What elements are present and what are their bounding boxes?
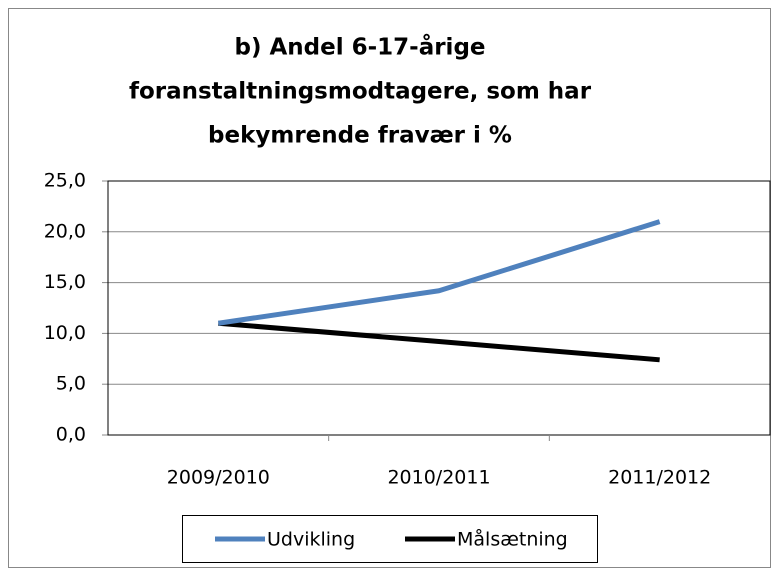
y-tick-label: 0,0 (56, 424, 86, 446)
legend-label: Udvikling (267, 529, 355, 551)
y-tick-label: 15,0 (44, 271, 86, 293)
series-line (218, 320, 660, 363)
x-tick-label: 2011/2012 (608, 467, 711, 489)
y-tick-label: 10,0 (44, 322, 86, 344)
chart-title: b) Andel 6-17-årige (234, 34, 485, 61)
x-tick-label: 2009/2010 (167, 467, 270, 489)
y-tick-label: 5,0 (56, 373, 86, 395)
y-tick-label: 25,0 (44, 170, 86, 192)
series-line (217, 219, 661, 326)
plot-area (107, 180, 771, 436)
x-tick-label: 2010/2011 (387, 467, 490, 489)
chart-title: bekymrende fravær i % (208, 123, 512, 149)
chart-title: foranstaltningsmodtagere, som har (129, 79, 592, 105)
chart-border (8, 8, 771, 568)
y-tick-label: 20,0 (44, 220, 86, 242)
legend-label: Målsætning (457, 528, 568, 551)
